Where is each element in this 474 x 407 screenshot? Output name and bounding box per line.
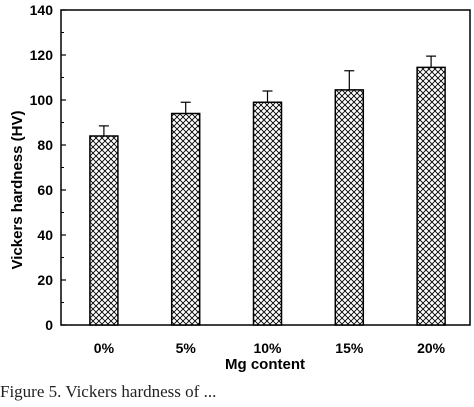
x-tick-label: 5% [176,340,197,356]
bar-chart: 0 20 40 60 80 100 120 140 0% 5% 10% 15% 20% Vickers … [9,2,471,373]
figure-caption: Figure 5. Vickers hardness of ... [0,382,217,401]
y-tick-label: 120 [30,47,54,63]
x-tick-label: 10% [253,340,282,356]
x-tick-label: 20% [417,340,446,356]
y-tick-label: 140 [30,2,54,18]
y-tick-label: 80 [37,137,53,153]
y-axis-title: Vickers hardness (HV) [9,111,26,270]
bar [416,66,446,326]
x-tick-label: 0% [94,340,115,356]
x-axis-title: Mg content [225,356,305,373]
y-tick-label: 60 [37,182,53,198]
y-tick-label: 0 [45,317,53,333]
plot-area: 0 20 40 60 80 100 120 140 0% 5% 10% 15% 20% [30,2,471,356]
bar [170,112,201,326]
y-tick-label: 20 [37,272,53,288]
bar [89,135,119,326]
bar [334,89,365,326]
y-tick-label: 100 [30,92,54,108]
y-tick-label: 40 [37,227,53,243]
x-tick-label: 15% [335,340,364,356]
bar [252,101,283,326]
